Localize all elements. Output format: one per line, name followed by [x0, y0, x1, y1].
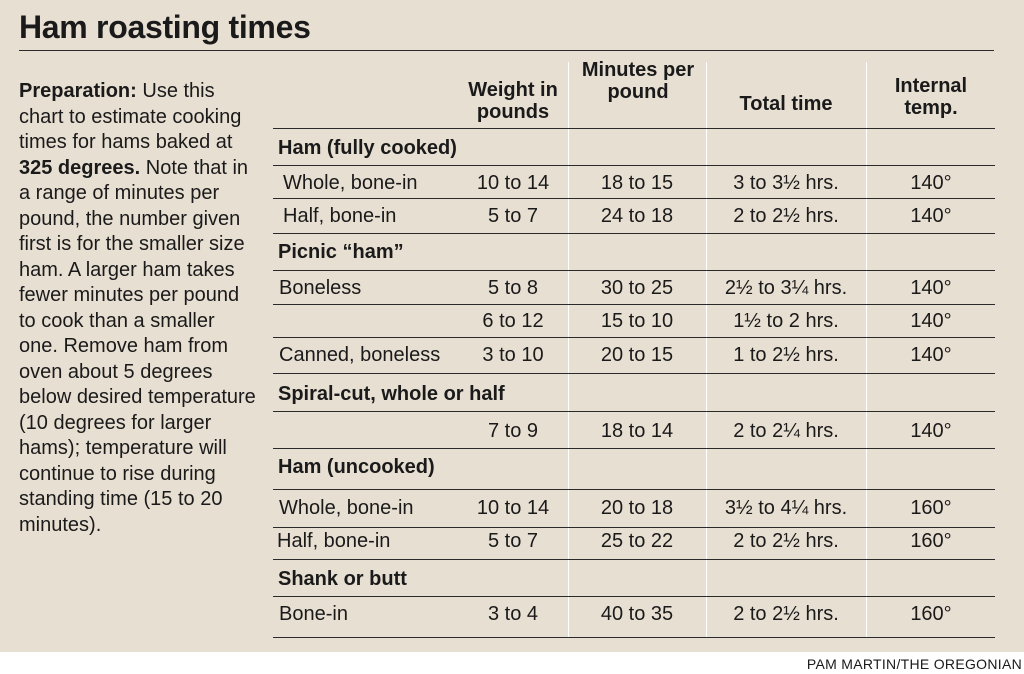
- row-minutes: 18 to 15: [600, 172, 674, 194]
- title-rule: [19, 50, 994, 51]
- row-total: 3 to 3½ hrs.: [733, 172, 839, 194]
- row-label: Whole, bone-in: [279, 497, 414, 519]
- row-minutes: 25 to 22: [600, 530, 674, 552]
- row-minutes: 15 to 10: [600, 310, 674, 332]
- header-minutes: Minutes per pound: [581, 59, 695, 103]
- row-total: 2 to 2½ hrs.: [733, 205, 839, 227]
- row-rule: [273, 304, 995, 305]
- row-rule: [273, 448, 995, 449]
- row-minutes: 40 to 35: [600, 603, 674, 625]
- row-weight: 3 to 4: [487, 603, 539, 625]
- row-rule: [273, 165, 995, 166]
- table-row: Half, bone-in 5 to 7 24 to 18 2 to 2½ hr…: [273, 205, 995, 229]
- chart-panel: Ham roasting times Preparation: Use this…: [0, 0, 1024, 652]
- row-total: 2 to 2¼ hrs.: [733, 420, 839, 442]
- preparation-lead: Preparation:: [19, 80, 137, 102]
- row-minutes: 30 to 25: [600, 277, 674, 299]
- row-temp: 140°: [910, 310, 952, 332]
- section-spiral-cut: Spiral-cut, whole or half: [278, 383, 505, 405]
- row-minutes: 20 to 18: [600, 497, 674, 519]
- row-temp: 160°: [910, 603, 952, 625]
- row-total: 1½ to 2 hrs.: [733, 310, 839, 332]
- row-temp: 160°: [910, 530, 952, 552]
- column-divider: [706, 62, 707, 637]
- row-label: Half, bone-in: [277, 530, 391, 552]
- table-row: Whole, bone-in 10 to 14 20 to 18 3½ to 4…: [273, 497, 995, 521]
- table-row: Half, bone-in 5 to 7 25 to 22 2 to 2½ hr…: [273, 530, 995, 554]
- row-total: 2½ to 3¼ hrs.: [724, 277, 848, 299]
- roasting-table: Weight in pounds Minutes per pound Total…: [273, 0, 995, 640]
- row-label: Half, bone-in: [283, 205, 397, 227]
- row-weight: 7 to 9: [487, 420, 539, 442]
- row-weight: 5 to 8: [487, 277, 539, 299]
- row-total: 2 to 2½ hrs.: [733, 530, 839, 552]
- row-label: Bone-in: [279, 603, 348, 625]
- preparation-note: Preparation: Use this chart to estimate …: [19, 79, 259, 538]
- table-row: 6 to 12 15 to 10 1½ to 2 hrs. 140°: [273, 310, 995, 334]
- row-rule: [273, 337, 995, 338]
- table-row: 7 to 9 18 to 14 2 to 2¼ hrs. 140°: [273, 420, 995, 444]
- row-rule: [273, 596, 995, 597]
- row-rule: [273, 233, 995, 234]
- row-label: Canned, boneless: [279, 344, 441, 366]
- row-rule: [273, 559, 995, 560]
- row-weight: 6 to 12: [482, 310, 544, 332]
- section-fully-cooked: Ham (fully cooked): [278, 137, 457, 159]
- row-temp: 160°: [910, 497, 952, 519]
- header-internal: Internal temp.: [894, 75, 968, 119]
- section-shank-butt: Shank or butt: [278, 568, 407, 590]
- row-temp: 140°: [910, 172, 952, 194]
- row-rule: [273, 373, 995, 374]
- row-temp: 140°: [910, 344, 952, 366]
- header-weight: Weight in pounds: [468, 79, 558, 123]
- preparation-text-1: Use this chart to estimate cooking times…: [19, 80, 242, 153]
- row-rule: [273, 128, 995, 129]
- table-row: Whole, bone-in 10 to 14 18 to 15 3 to 3½…: [273, 172, 995, 196]
- row-rule: [273, 411, 995, 412]
- page-title: Ham roasting times: [19, 9, 311, 45]
- row-weight: 10 to 14: [476, 172, 550, 194]
- row-label: Whole, bone-in: [283, 172, 418, 194]
- row-temp: 140°: [910, 277, 952, 299]
- row-total: 1 to 2½ hrs.: [733, 344, 839, 366]
- header-total: Total time: [739, 93, 833, 115]
- row-weight: 5 to 7: [487, 205, 539, 227]
- row-rule: [273, 198, 995, 199]
- section-uncooked: Ham (uncooked): [278, 456, 435, 478]
- row-total: 2 to 2½ hrs.: [733, 603, 839, 625]
- row-rule: [273, 637, 995, 638]
- row-minutes: 18 to 14: [600, 420, 674, 442]
- column-divider: [568, 62, 569, 637]
- table-row: Boneless 5 to 8 30 to 25 2½ to 3¼ hrs. 1…: [273, 277, 995, 301]
- row-total: 3½ to 4¼ hrs.: [724, 497, 848, 519]
- row-weight: 10 to 14: [476, 497, 550, 519]
- row-rule: [273, 489, 995, 490]
- table-row: Canned, boneless 3 to 10 20 to 15 1 to 2…: [273, 344, 995, 368]
- photo-credit: PAM MARTIN/THE OREGONIAN: [806, 656, 1022, 672]
- row-temp: 140°: [910, 420, 952, 442]
- section-picnic: Picnic “ham”: [278, 241, 404, 263]
- row-minutes: 24 to 18: [600, 205, 674, 227]
- table-row: Bone-in 3 to 4 40 to 35 2 to 2½ hrs. 160…: [273, 603, 995, 627]
- preparation-temperature: 325 degrees.: [19, 156, 141, 179]
- row-label: Boneless: [279, 277, 362, 299]
- column-divider: [866, 62, 867, 637]
- row-rule: [273, 270, 995, 271]
- row-weight: 3 to 10: [482, 344, 544, 366]
- row-minutes: 20 to 15: [600, 344, 674, 366]
- row-temp: 140°: [910, 205, 952, 227]
- row-rule: [273, 527, 995, 528]
- row-weight: 5 to 7: [487, 530, 539, 552]
- preparation-text-2: Note that in a range of minutes per poun…: [19, 156, 256, 536]
